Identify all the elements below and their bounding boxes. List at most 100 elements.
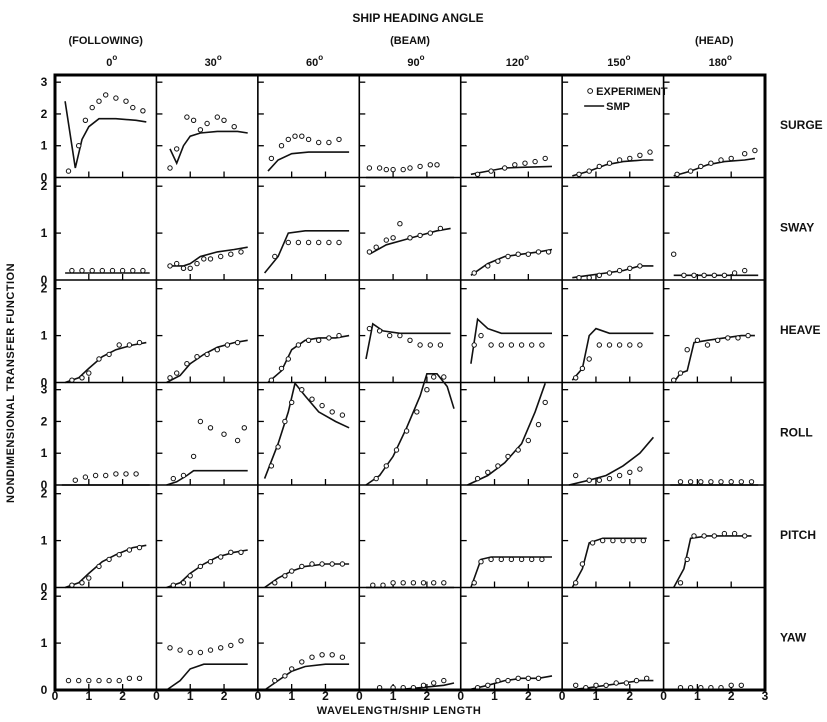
experiment-point	[282, 418, 288, 425]
panel	[359, 185, 451, 280]
experiment-point	[86, 575, 92, 581]
x-tick-label: 1	[694, 689, 701, 703]
experiment-point	[698, 479, 704, 485]
experiment-point	[434, 162, 440, 168]
smp-series-line	[169, 130, 248, 166]
experiment-point	[637, 152, 643, 159]
experiment-point	[407, 337, 413, 343]
experiment-point	[197, 418, 204, 425]
degree-symbol: o	[217, 53, 222, 62]
experiment-point	[309, 561, 315, 567]
experiment-point	[221, 431, 227, 437]
experiment-point	[167, 165, 173, 171]
experiment-point	[596, 272, 602, 278]
experiment-point	[238, 249, 244, 255]
degree-symbol: o	[318, 53, 323, 62]
panel	[359, 493, 454, 589]
experiment-point	[82, 117, 89, 124]
experiment-point	[366, 325, 373, 332]
experiment-point	[677, 479, 684, 485]
experiment-point	[640, 537, 646, 544]
experiment-point	[136, 339, 143, 346]
experiment-point	[694, 337, 701, 343]
experiment-point	[106, 677, 112, 684]
experiment-point	[133, 471, 139, 477]
experiment-point	[79, 267, 85, 274]
x-tick-label: 2	[221, 689, 228, 703]
experiment-point	[241, 425, 248, 431]
experiment-point	[573, 682, 579, 688]
experiment-point	[687, 479, 694, 485]
experiment-point	[431, 374, 437, 380]
experiment-point	[627, 265, 633, 271]
experiment-point	[116, 677, 122, 684]
experiment-point	[529, 556, 535, 563]
experiment-point	[508, 556, 515, 563]
experiment-point	[123, 98, 129, 104]
experiment-point	[627, 342, 633, 348]
column-note: (BEAM)	[390, 35, 430, 47]
experiment-point	[441, 677, 447, 684]
experiment-point	[623, 680, 630, 686]
experiment-point	[495, 258, 501, 264]
experiment-point	[170, 475, 177, 482]
experiment-point	[687, 168, 694, 174]
x-tick-label: 0	[356, 689, 363, 703]
experiment-point	[485, 263, 491, 269]
experiment-point	[488, 168, 494, 174]
y-tick-label: 3	[41, 383, 48, 397]
smp-series-line	[572, 159, 654, 177]
experiment-point	[136, 544, 143, 551]
y-tick-label: 1	[41, 329, 48, 343]
experiment-point	[535, 421, 542, 428]
experiment-point	[174, 370, 180, 376]
experiment-point	[224, 342, 231, 348]
experiment-point	[272, 580, 278, 586]
experiment-point	[319, 561, 325, 567]
experiment-point	[187, 573, 193, 579]
experiment-point	[525, 251, 531, 257]
experiment-point	[140, 267, 146, 274]
experiment-point	[630, 537, 636, 544]
experiment-point	[329, 409, 335, 415]
degree-symbol: o	[112, 53, 117, 62]
smp-series-line	[264, 663, 350, 691]
panel	[663, 288, 755, 383]
experiment-point	[474, 171, 481, 178]
experiment-point	[606, 270, 613, 276]
experiment-point	[471, 270, 477, 276]
row-label: SWAY	[780, 221, 814, 235]
panel	[663, 595, 759, 691]
experiment-point	[197, 649, 204, 656]
experiment-point	[130, 104, 136, 111]
column-angle: 120o	[506, 53, 529, 69]
experiment-point	[184, 114, 190, 120]
experiment-point	[285, 136, 291, 143]
experiment-point	[167, 263, 173, 269]
experiment-point	[495, 677, 501, 684]
panel	[359, 373, 455, 486]
y-tick-label: 1	[41, 139, 48, 153]
legend: EXPERIMENT SMP	[584, 86, 668, 113]
experiment-point	[140, 108, 146, 114]
experiment-point	[431, 680, 437, 686]
experiment-point	[289, 399, 295, 406]
experiment-point	[728, 479, 734, 485]
experiment-point	[579, 365, 586, 372]
experiment-point	[289, 666, 295, 672]
experiment-point	[76, 143, 82, 149]
experiment-point	[86, 677, 92, 684]
x-tick-label: 1	[491, 689, 498, 703]
panel	[460, 288, 552, 383]
experiment-point	[366, 249, 373, 255]
experiment-point	[616, 472, 623, 479]
panel	[257, 381, 350, 485]
panel	[460, 185, 553, 280]
experiment-point	[309, 654, 315, 660]
experiment-point	[627, 469, 633, 475]
y-tick-label: 2	[41, 107, 48, 121]
panel	[460, 81, 553, 178]
experiment-point	[316, 337, 322, 343]
experiment-point	[103, 472, 109, 479]
experiment-point	[424, 387, 430, 393]
